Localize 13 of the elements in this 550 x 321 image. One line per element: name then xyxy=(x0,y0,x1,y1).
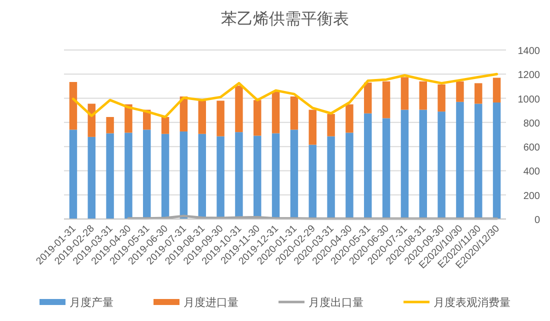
y-tick-label: 400 xyxy=(523,166,540,178)
legend-label: 月度进口量 xyxy=(184,296,238,309)
y-tick-label: 1400 xyxy=(518,46,540,57)
y-tick-label: 600 xyxy=(523,142,540,154)
y-tick-label: 1000 xyxy=(518,94,540,106)
y-tick-label: 800 xyxy=(523,118,540,130)
legend-label: 月度表观消费量 xyxy=(434,296,510,309)
legend-label: 月度出口量 xyxy=(308,296,364,309)
y-tick-label: 0 xyxy=(534,215,540,226)
y-tick-label: 200 xyxy=(523,190,540,202)
y-tick-label: 1200 xyxy=(518,70,540,82)
chart-title: 苯乙烯供需平衡表 xyxy=(221,10,349,28)
legend-label: 月度产量 xyxy=(70,296,114,309)
